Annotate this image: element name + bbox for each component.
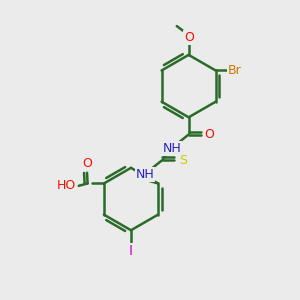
Text: HO: HO: [57, 179, 76, 192]
Text: I: I: [129, 244, 133, 258]
Text: Br: Br: [228, 64, 242, 77]
Text: S: S: [179, 154, 187, 167]
Text: O: O: [184, 32, 194, 44]
Text: NH: NH: [162, 142, 181, 155]
Text: NH: NH: [136, 168, 154, 181]
Text: O: O: [205, 128, 214, 141]
Text: O: O: [83, 157, 92, 170]
